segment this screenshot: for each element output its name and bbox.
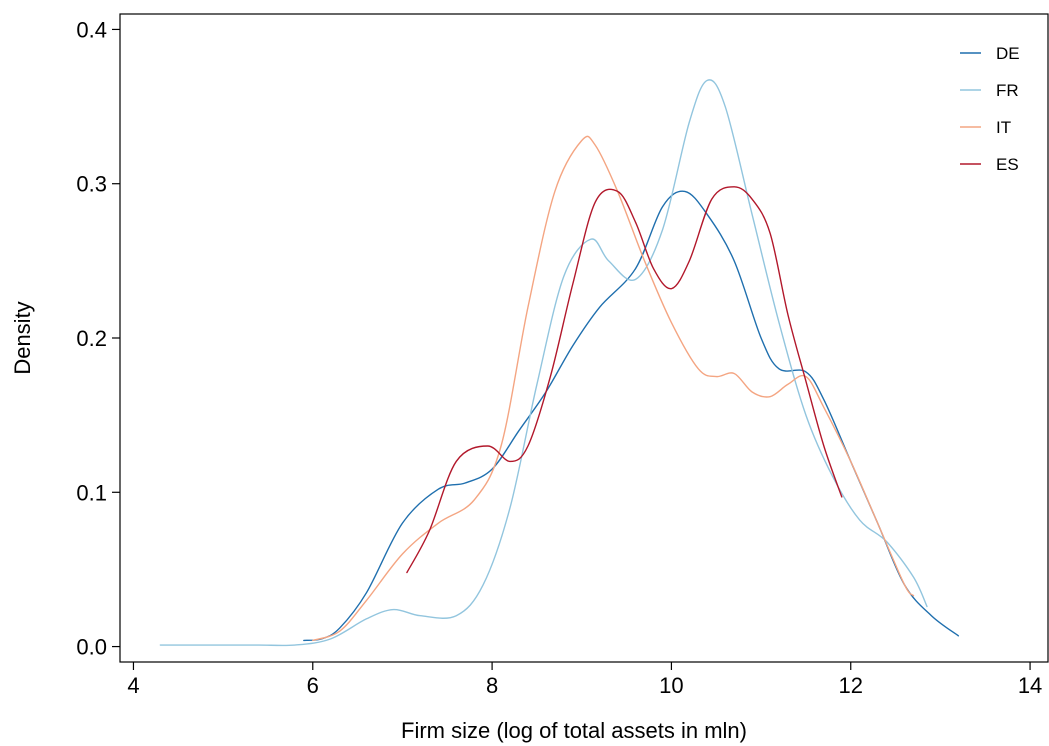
x-tick-label: 6 <box>307 673 319 698</box>
legend-label-es: ES <box>996 155 1019 174</box>
x-tick-label: 14 <box>1018 673 1042 698</box>
x-tick-label: 8 <box>486 673 498 698</box>
y-axis: 0.0 0.1 0.2 0.3 0.4 <box>76 17 120 660</box>
legend-label-it: IT <box>996 118 1011 137</box>
y-tick-label: 0.3 <box>76 172 107 197</box>
series-layer <box>159 79 960 647</box>
y-tick-label: 0.4 <box>76 17 107 42</box>
x-axis-title: Firm size (log of total assets in mln) <box>401 718 747 743</box>
legend-label-fr: FR <box>996 81 1019 100</box>
series-line-de <box>303 190 960 642</box>
series-line-fr <box>159 79 928 647</box>
series-line-es <box>406 186 843 574</box>
y-tick-label: 0.0 <box>76 635 107 660</box>
series-line-it <box>312 135 915 642</box>
plot-frame <box>119 13 1049 663</box>
y-axis-title: Density <box>10 301 35 374</box>
legend: DE FR IT ES <box>960 44 1020 174</box>
x-tick-label: 12 <box>839 673 863 698</box>
y-tick-label: 0.2 <box>76 326 107 351</box>
x-axis: 4 6 8 10 12 14 <box>127 662 1042 698</box>
y-tick-label: 0.1 <box>76 480 107 505</box>
legend-label-de: DE <box>996 44 1020 63</box>
x-tick-label: 10 <box>659 673 683 698</box>
x-tick-label: 4 <box>127 673 139 698</box>
